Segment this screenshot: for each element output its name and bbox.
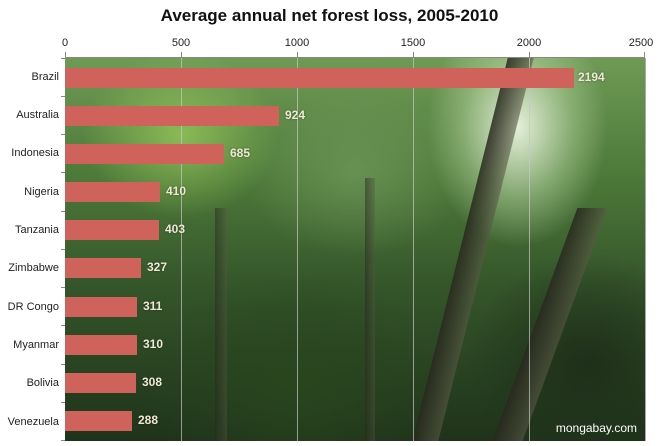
value-label: 924 bbox=[285, 108, 306, 122]
category-label: Tanzania bbox=[14, 224, 59, 236]
chart-title: Average annual net forest loss, 2005-201… bbox=[160, 6, 499, 25]
category-label: Brazil bbox=[31, 71, 59, 83]
bar-dr-congo bbox=[65, 297, 137, 317]
value-label: 327 bbox=[147, 260, 168, 274]
tree-trunk-decoration bbox=[492, 208, 608, 441]
x-tick-label: 1000 bbox=[284, 37, 310, 49]
bar-venezuela bbox=[65, 411, 132, 431]
x-axis-tick bbox=[529, 52, 530, 58]
value-label: 310 bbox=[143, 337, 164, 351]
x-axis-tick bbox=[297, 52, 298, 58]
x-axis-line bbox=[65, 57, 645, 58]
value-label: 410 bbox=[166, 184, 187, 198]
bar-myanmar bbox=[65, 335, 137, 355]
x-axis-tick bbox=[644, 52, 645, 58]
bar-bolivia bbox=[65, 373, 136, 393]
bar-indonesia bbox=[65, 144, 224, 164]
x-axis-tick-labels: 0 500 1000 1500 2000 2500 bbox=[0, 37, 659, 51]
bar-tanzania bbox=[65, 220, 159, 240]
category-label: Nigeria bbox=[24, 186, 59, 198]
category-label: Venezuela bbox=[7, 416, 59, 428]
gridline bbox=[529, 58, 530, 441]
x-tick-label: 0 bbox=[61, 37, 69, 49]
category-label: Myanmar bbox=[13, 339, 59, 351]
category-label: DR Congo bbox=[7, 301, 59, 313]
category-label: Indonesia bbox=[11, 147, 59, 159]
x-tick-label: 2500 bbox=[628, 37, 654, 49]
x-axis-tick bbox=[181, 52, 182, 58]
bar-nigeria bbox=[65, 182, 160, 202]
watermark: mongabay.com bbox=[555, 421, 637, 435]
x-tick-label: 2000 bbox=[516, 37, 542, 49]
bar-zimbabwe bbox=[65, 258, 141, 278]
value-label: 308 bbox=[142, 375, 163, 389]
gridline bbox=[297, 58, 298, 441]
tree-trunk-decoration bbox=[215, 208, 227, 441]
value-label: 2194 bbox=[578, 70, 605, 84]
gridline bbox=[413, 58, 414, 441]
gridline bbox=[181, 58, 182, 441]
value-label: 403 bbox=[165, 222, 186, 236]
value-label: 288 bbox=[138, 413, 159, 427]
x-axis-tick bbox=[413, 52, 414, 58]
x-tick-label: 500 bbox=[171, 37, 191, 49]
value-label: 311 bbox=[143, 299, 163, 313]
bar-australia bbox=[65, 106, 279, 126]
category-label: Bolivia bbox=[26, 377, 59, 389]
bar-brazil bbox=[65, 68, 574, 88]
plot-area-forest-background: 2194 924 685 410 403 327 311 310 308 288… bbox=[65, 58, 645, 441]
x-axis-tick bbox=[65, 52, 66, 58]
category-label: Australia bbox=[16, 109, 59, 121]
x-tick-label: 1500 bbox=[400, 37, 426, 49]
category-label: Zimbabwe bbox=[8, 262, 59, 274]
tree-trunk-decoration bbox=[365, 178, 375, 441]
value-label: 685 bbox=[230, 146, 251, 160]
plot-right-border bbox=[645, 58, 646, 441]
